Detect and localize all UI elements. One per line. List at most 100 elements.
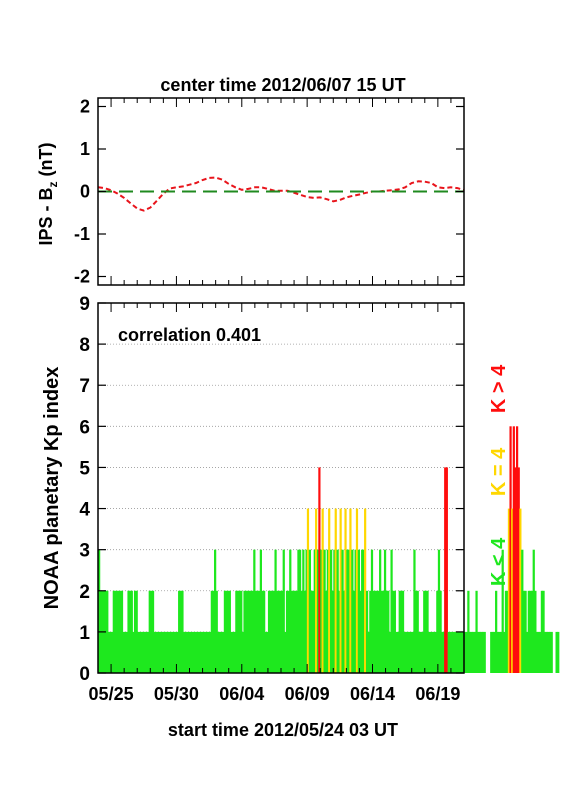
kp-bar [274,549,277,673]
kp-bar [284,631,287,673]
kp-bar [196,631,199,673]
kp-bar [279,590,282,673]
bz-plot-frame [97,97,465,286]
kp-bar [379,549,382,673]
kp-bar [241,631,245,673]
kp-bar [151,590,155,673]
kp-bar [354,549,357,673]
kp-bar [382,590,385,673]
kp-y-tick-label: 2 [79,582,90,603]
kp-bar [140,631,143,673]
kp-bar [534,590,537,673]
kp-bar [375,590,378,673]
kp-bar [236,590,240,673]
kp-bar [521,549,524,673]
kp-y-tick-label: 5 [79,458,90,479]
kp-bar [238,590,241,673]
kp-bar [189,631,192,673]
kp-bar [285,590,289,673]
kp-bar [235,590,238,673]
kp-bar [253,549,256,673]
kp-bar [550,631,553,673]
kp-x-tick-label: 06/19 [415,684,460,704]
kp-x-tick-label: 05/30 [154,684,199,704]
kp-bar [161,631,164,673]
kp-bar [225,590,228,673]
kp-bar [137,631,140,673]
kp-gridlines [98,343,464,633]
kp-bar [218,631,222,673]
kp-bar [133,590,137,673]
kp-bar [316,549,320,673]
kp-bar [514,467,517,673]
kp-bar [231,631,235,673]
kp-bar [258,590,261,673]
kp-bar [182,631,186,673]
kp-bar [377,590,380,673]
kp-bar [300,590,303,673]
bz-y-tick-label: 1 [80,139,90,159]
kp-bar [297,549,300,673]
kp-bar [498,631,501,673]
bz-y-axis-label-subscript: z [46,181,60,187]
kp-bar [416,590,419,673]
kp-bar [129,590,132,673]
kp-bar [127,590,130,673]
kp-bar [254,590,258,673]
kp-bar [214,549,217,673]
kp-y-tick-label: 4 [79,500,90,521]
kp-bar [295,590,298,673]
kp-bar [249,590,253,673]
kp-bar [372,590,375,673]
kp-bar [202,631,205,673]
kp-bar [544,631,547,673]
kp-bar [341,549,344,673]
kp-bar [328,508,331,673]
kp-bar [344,508,347,673]
kp-bar [228,590,231,673]
kp-bar [120,590,124,673]
kp-y-tick-label: 3 [79,541,90,562]
kp-bar [441,631,444,673]
kp-bar [527,590,530,673]
kp-bar [367,631,370,673]
kp-bar [496,631,499,673]
kp-bar [442,631,445,673]
kp-bar [408,631,411,673]
kp-bar [263,590,266,673]
kp-bar [398,590,401,673]
kp-bar [333,549,336,673]
kp-bar [361,549,364,673]
kp-bar [281,590,284,673]
kp-bar [142,631,145,673]
kp-bar [150,590,153,673]
kp-bar [370,549,374,673]
kp-bar [387,590,390,673]
kp-bar [369,590,372,673]
kp-bar [437,549,441,673]
kp-bar [444,467,447,673]
kp-bar [338,590,341,673]
kp-bar [445,467,448,673]
kp-bar [347,549,351,673]
bz-y-tick-label: 0 [80,182,90,202]
kp-bar [452,631,455,673]
figure-title: center time 2012/06/07 15 UT [160,75,405,95]
kp-bar [261,590,264,673]
kp-bar [365,590,369,673]
kp-bar [475,590,478,673]
kp-bar [478,631,481,673]
legend-entry: K < 4 [488,537,510,586]
kp-y-axis-label: NOAA planetary Kp index [41,367,63,610]
kp-bar [178,590,181,673]
kp-bar [156,631,160,673]
kp-bar [405,631,408,673]
kp-bar [349,508,352,673]
kp-y-tick-label: 6 [79,417,90,438]
kp-x-tick-label: 05/25 [89,684,134,704]
kp-bar [481,631,485,673]
kp-bar [419,631,423,673]
kp-bar [490,631,493,673]
kp-bar [351,549,354,673]
